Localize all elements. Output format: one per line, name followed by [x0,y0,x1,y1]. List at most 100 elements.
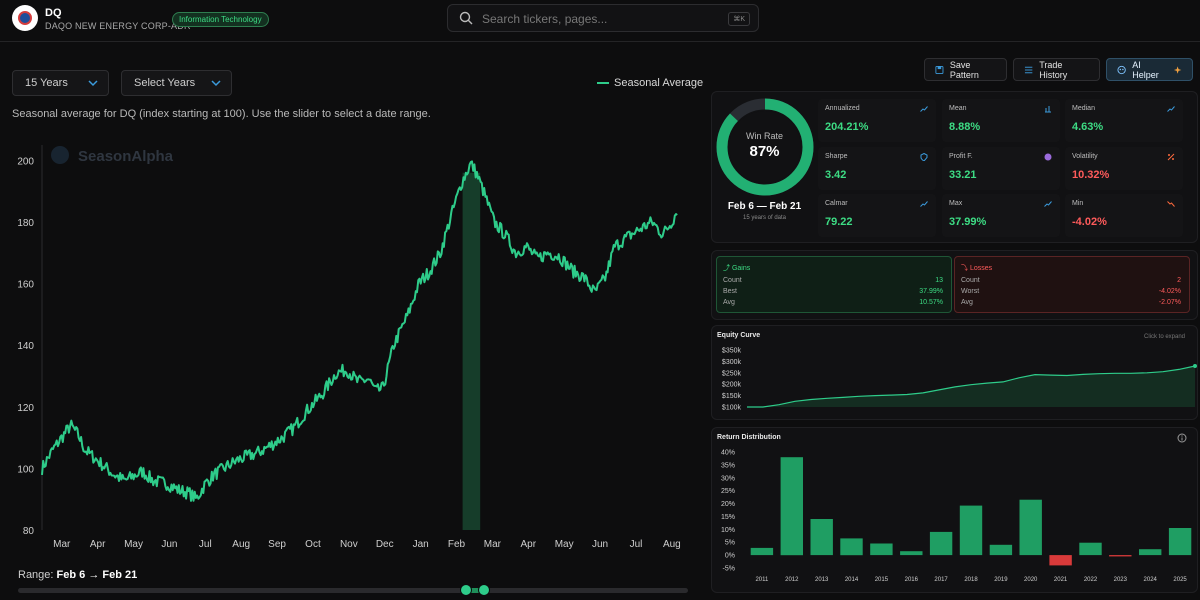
seasonal-chart[interactable]: SeasonAlpha 80 100 120 140 160 180 200 Mar Apr May… [0,135,700,555]
chart-legend: Seasonal Average [597,77,703,89]
dist-x-tick: 2017 [934,577,948,583]
x-tick-label: Jun [592,539,608,550]
losses-row-value: 2 [1177,277,1181,284]
gains-title: ⤴ Gains [723,265,751,272]
gains-row-value: 13 [935,277,943,284]
dist-x-tick: 2022 [1084,577,1098,583]
dist-bar [1109,555,1132,557]
date-range-slider[interactable] [18,588,688,593]
metric-card: Median 4.63% [1065,99,1183,142]
y-tick-label: 180 [17,218,34,229]
slider-selection [466,588,484,593]
pulse-icon [920,201,928,207]
metric-card: Max 37.99% [942,194,1060,237]
watermark-text: SeasonAlpha [78,148,174,165]
watermark-logo: SeasonAlpha [51,146,174,165]
losses-row: Count 2 [961,277,1181,284]
y-tick-label: 160 [17,280,34,291]
save-pattern-label: Save Pattern [949,59,979,80]
return-distribution-title: Return Distribution [717,434,781,441]
dist-y-tick: 20% [721,501,735,508]
dist-x-tick: 2021 [1054,577,1068,583]
gains-row-value: 10.57% [919,299,943,306]
search-input[interactable]: Search tickers, pages... ⌘K [447,4,759,32]
gains-card: ⤴ Gains Count 13 Best 37.99% Avg 10.57% [716,256,952,313]
y-tick-label: 140 [17,341,34,352]
equity-curve-title: Equity Curve [717,332,761,339]
gains-row: Best 37.99% [723,288,943,295]
percent-icon [1167,153,1175,161]
metric-value: 10.32% [1072,169,1110,181]
select-years-value: Select Years [134,77,196,89]
equity-y-tick: $150k [722,393,742,400]
losses-title-text: Losses [969,265,993,272]
trend-up-icon [1044,201,1052,207]
save-pattern-button[interactable]: Save Pattern [924,58,1007,81]
metric-card: Volatility 10.32% [1065,147,1183,190]
dist-bar [750,547,774,556]
company-logo [12,5,38,31]
x-tick-label: Apr [521,539,537,550]
losses-row-label: Worst [961,288,980,295]
dist-bar [959,505,983,556]
select-years-dropdown[interactable]: Select Years [121,70,232,96]
search-shortcut: ⌘K [728,12,750,26]
gains-row-label: Best [723,288,738,295]
metric-value: 33.21 [949,169,977,181]
x-tick-label: Aug [663,539,681,550]
metric-card: Annualized 204.21% [818,99,936,142]
equity-area [747,366,1195,407]
range-label: Range: [18,569,54,581]
metric-value: 8.88% [949,121,981,133]
gains-row-label: Avg [723,299,735,306]
dist-bar [929,531,953,556]
metric-value: 3.42 [825,169,847,181]
dist-x-tick: 2016 [905,577,919,583]
gains-row: Avg 10.57% [723,299,943,306]
equity-y-tick: $250k [722,370,742,377]
x-tick-label: Mar [53,539,71,550]
range-value: Feb 6 → Feb 21 [56,569,138,581]
metric-label: Calmar [825,200,848,207]
search-icon [459,11,473,25]
dist-x-tick: 2015 [875,577,889,583]
dist-x-tick: 2023 [1114,577,1128,583]
gauge-center [729,111,801,183]
gauge-fill [716,98,814,196]
win-rate-gauge [716,98,814,196]
x-tick-label: Sep [268,539,286,550]
dist-y-tick: 0% [725,553,735,560]
slider-end-handle[interactable] [477,584,490,596]
dist-y-tick: 10% [721,527,735,534]
circle-icon [1044,153,1052,161]
chart-description: Seasonal average for DQ (index starting … [12,108,431,120]
metric-label: Max [949,200,963,207]
losses-row-label: Count [961,277,980,284]
win-rate-label: Win Rate [745,131,783,141]
company-name: DAQO NEW ENERGY CORP-ADR [45,21,191,31]
equity-y-tick: $300k [722,359,742,366]
metric-card: Calmar 79.22 [818,194,936,237]
losses-row: Avg -2.07% [961,299,1181,306]
y-tick-label: 120 [17,403,34,414]
trade-history-button[interactable]: Trade History [1013,58,1100,81]
info-icon[interactable] [1177,433,1187,443]
activity-icon [1167,106,1175,112]
seasonal-average-line [41,160,678,502]
equity-line [747,365,1196,408]
robot-icon [1117,65,1126,74]
years-dropdown[interactable]: 15 Years [12,70,109,96]
slider-start-handle[interactable] [460,584,473,596]
x-tick-label: Aug [232,539,250,550]
dist-bar [989,544,1013,556]
y-tick-label: 100 [17,464,34,475]
x-tick-label: Feb [448,539,466,550]
equity-expand-hint[interactable]: Click to expand [1144,334,1186,340]
x-tick-label: Jul [199,539,212,550]
x-tick-label: May [124,539,143,550]
trade-history-label: Trade History [1039,59,1068,80]
x-tick-label: Oct [305,539,321,550]
losses-row-value: -4.02% [1158,288,1181,295]
ai-helper-button[interactable]: AI Helper [1106,58,1193,81]
ai-helper-label: AI Helper [1132,59,1159,80]
